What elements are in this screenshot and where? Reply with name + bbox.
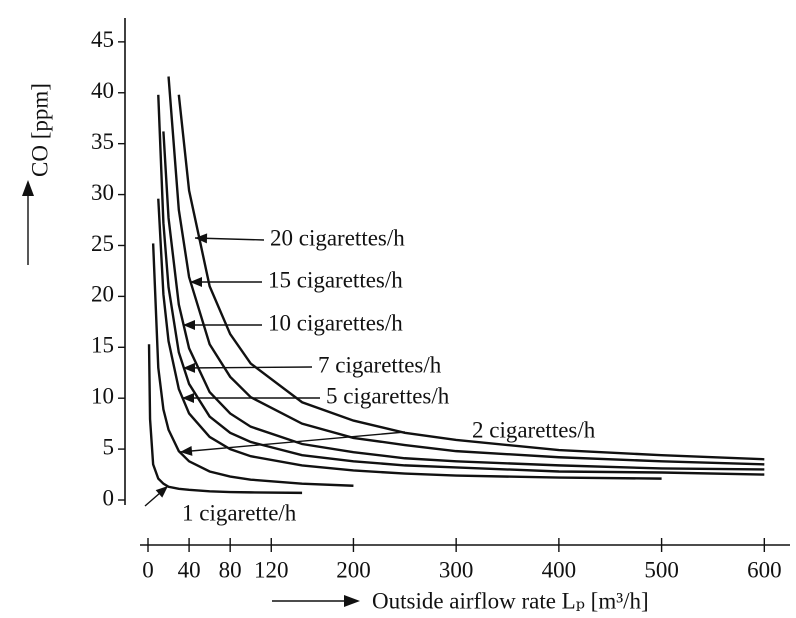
legend-label: 2 cigarettes/h	[472, 417, 596, 442]
curve	[162, 131, 765, 471]
curve	[167, 76, 765, 466]
legend-arrowhead	[155, 486, 168, 498]
legend-label: 10 cigarettes/h	[268, 310, 403, 335]
x-tick-label: 600	[747, 557, 782, 582]
x-label-arrowhead	[344, 595, 360, 607]
legend-arrow	[182, 366, 313, 369]
y-tick-label: 10	[91, 383, 114, 408]
legend-label: 7 cigarettes/h	[318, 352, 442, 377]
x-tick-label: 300	[439, 557, 474, 582]
y-tick-label: 20	[91, 282, 114, 307]
legend-arrowhead	[183, 320, 195, 330]
legend-arrowhead	[182, 393, 194, 403]
y-tick-label: 45	[91, 27, 114, 52]
legend-arrowhead	[180, 445, 193, 456]
y-tick-label: 35	[91, 129, 114, 154]
x-tick-label: 400	[542, 557, 577, 582]
legend-label: 15 cigarettes/h	[268, 267, 403, 292]
y-tick-label: 40	[91, 78, 114, 103]
x-tick-label: 0	[142, 557, 154, 582]
x-tick-label: 120	[254, 557, 289, 582]
y-tick-label: 0	[103, 485, 115, 510]
y-tick-label: 15	[91, 333, 114, 358]
x-tick-label: 40	[178, 557, 201, 582]
x-axis-label: Outside airflow rate Lₚ [m³/h]	[372, 588, 649, 613]
curve	[157, 198, 662, 480]
legend-label: 20 cigarettes/h	[270, 225, 405, 250]
y-label-arrowhead	[22, 180, 34, 196]
legend-arrowhead	[195, 233, 208, 244]
x-tick-label: 200	[336, 557, 371, 582]
y-tick-label: 30	[91, 180, 114, 205]
y-tick-label: 5	[103, 434, 115, 459]
curve	[151, 243, 354, 487]
x-tick-label: 500	[644, 557, 679, 582]
x-tick-label: 80	[219, 557, 242, 582]
legend-label: 5 cigarettes/h	[326, 383, 450, 408]
legend-arrowhead	[190, 277, 202, 287]
legend-label: 1 cigarette/h	[182, 500, 297, 525]
curve	[177, 94, 765, 461]
legend-arrow	[179, 431, 406, 453]
curve	[147, 344, 303, 495]
y-axis-label: CO [ppm]	[27, 83, 52, 177]
y-tick-label: 25	[91, 231, 114, 256]
curve	[157, 94, 765, 476]
legend-arrowhead	[183, 362, 196, 373]
